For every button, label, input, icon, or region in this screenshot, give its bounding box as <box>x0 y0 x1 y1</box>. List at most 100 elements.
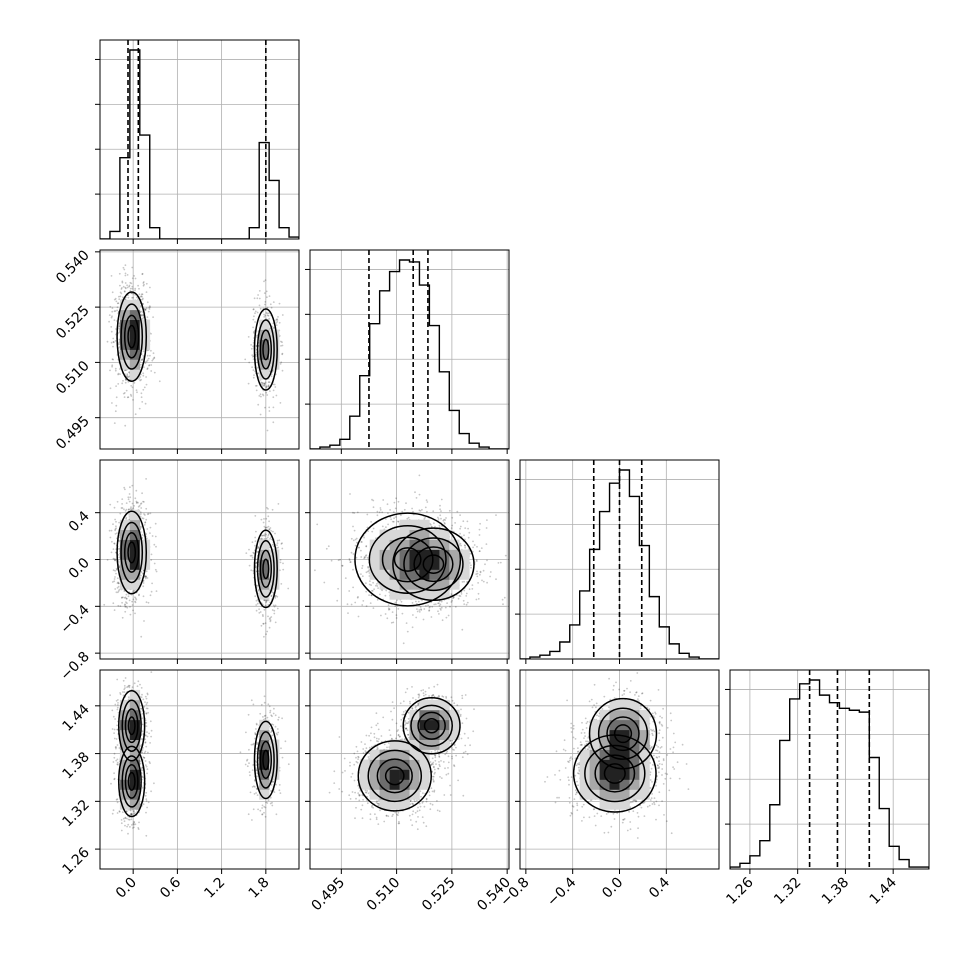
scatter-point <box>411 507 413 510</box>
scatter-point <box>149 532 151 534</box>
scatter-point <box>411 602 414 604</box>
scatter-point <box>263 280 265 283</box>
scatter-point <box>137 501 139 504</box>
scatter-point <box>146 354 149 357</box>
scatter-point <box>277 546 280 549</box>
density-cell <box>139 319 151 330</box>
scatter-point <box>109 305 112 308</box>
scatter-point <box>355 556 358 559</box>
scatter-point <box>117 582 120 585</box>
scatter-point <box>139 379 142 382</box>
scatter-point <box>275 594 277 597</box>
scatter-point <box>274 532 276 535</box>
scatter-point <box>120 507 123 509</box>
scatter-point <box>138 287 140 290</box>
density-cell <box>419 589 430 600</box>
scatter-point <box>415 616 418 619</box>
scatter-point <box>135 389 138 392</box>
y-tick-label: 0.525 <box>53 303 93 343</box>
scatter-point <box>268 406 271 409</box>
scatter-point <box>119 373 121 375</box>
scatter-point <box>155 590 158 592</box>
scatter-point <box>116 587 119 589</box>
scatter-point <box>149 354 151 357</box>
scatter-point <box>272 530 274 533</box>
scatter-point <box>124 424 127 427</box>
scatter-point <box>278 321 281 324</box>
scatter-point <box>145 383 148 386</box>
scatter-point <box>391 520 394 523</box>
scatter-point <box>267 599 270 602</box>
scatter-point <box>263 538 266 540</box>
scatter-point <box>139 511 142 514</box>
scatter-point <box>459 595 462 597</box>
scatter-point <box>142 282 145 284</box>
scatter-point <box>260 624 263 627</box>
scatter-point <box>113 422 116 424</box>
scatter-point <box>258 297 261 300</box>
scatter-point <box>251 554 253 557</box>
scatter-point <box>128 285 131 288</box>
scatter-point <box>348 558 351 560</box>
density-cell <box>409 569 420 580</box>
scatter-point <box>376 585 379 587</box>
scatter-point <box>263 635 265 638</box>
scatter-point <box>124 286 127 289</box>
scatter-point <box>476 575 479 578</box>
scatter-point <box>478 528 481 531</box>
scatter-point <box>142 366 145 369</box>
scatter-point <box>124 603 126 606</box>
scatter-point <box>124 274 127 277</box>
scatter-point <box>360 549 362 552</box>
scatter-point <box>252 308 255 310</box>
scatter-point <box>262 622 265 625</box>
scatter-point <box>454 522 456 524</box>
scatter-point <box>272 383 275 386</box>
scatter-point <box>263 525 266 528</box>
scatter-point <box>254 544 256 547</box>
scatter-point <box>134 601 137 604</box>
scatter-point <box>445 517 447 519</box>
scatter-point <box>464 538 466 541</box>
scatter-point <box>97 513 99 515</box>
scatter-point <box>461 628 464 631</box>
scatter-point <box>277 503 280 505</box>
scatter-point <box>261 534 263 537</box>
scatter-point <box>341 564 344 567</box>
scatter-point <box>354 544 357 547</box>
scatter-point <box>144 402 147 405</box>
scatter-point <box>141 358 144 361</box>
scatter-point <box>150 370 153 372</box>
scatter-point <box>150 559 153 561</box>
scatter-point <box>268 295 271 297</box>
scatter-point <box>380 614 382 617</box>
scatter-point <box>475 560 478 562</box>
scatter-point <box>368 570 370 572</box>
scatter-point <box>137 505 140 508</box>
scatter-point <box>440 609 442 611</box>
scatter-point <box>143 386 146 389</box>
scatter-point <box>258 608 260 610</box>
scatter-point <box>255 599 258 602</box>
scatter-point <box>111 581 114 583</box>
scatter-point <box>118 338 121 341</box>
density-cell <box>269 359 280 370</box>
scatter-point <box>122 285 125 288</box>
scatter-point <box>264 314 267 317</box>
scatter-point <box>273 609 276 612</box>
scatter-point <box>460 544 462 547</box>
scatter-point <box>135 489 138 492</box>
scatter-point <box>280 340 282 343</box>
scatter-point <box>140 363 142 366</box>
scatter-point <box>134 597 137 600</box>
scatter-point <box>266 599 269 602</box>
scatter-point <box>150 364 153 366</box>
scatter-point <box>269 327 271 330</box>
density-cell <box>399 589 410 600</box>
scatter-point <box>152 316 155 318</box>
scatter-point <box>134 497 137 500</box>
scatter-point <box>148 364 150 367</box>
scatter-point <box>266 429 269 432</box>
density-cell <box>129 309 141 320</box>
scatter-point <box>130 384 133 387</box>
